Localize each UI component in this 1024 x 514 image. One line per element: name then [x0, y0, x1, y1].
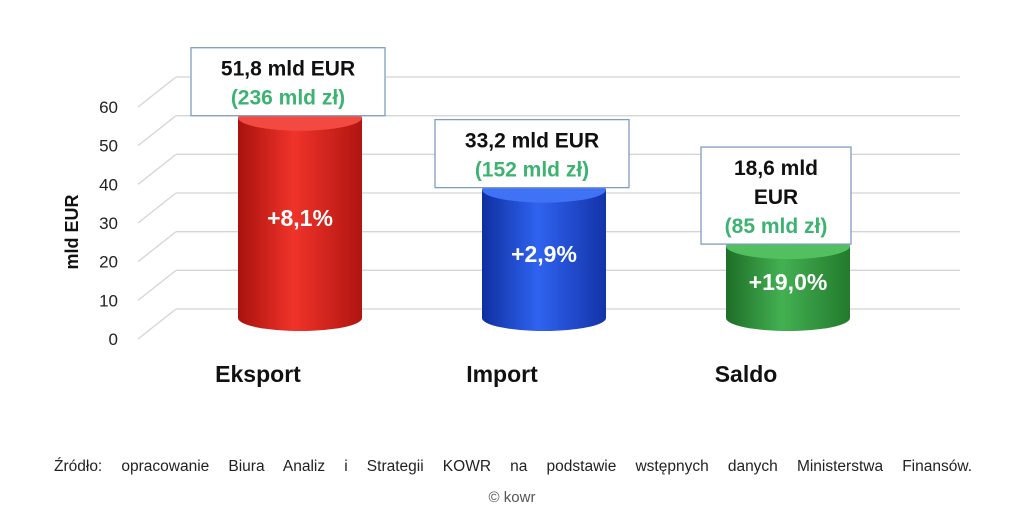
y-axis-label: mld EUR — [62, 194, 82, 269]
callouts: 51,8 mld EUR (236 mld zł) 33,2 mld EUR (152… — [190, 47, 852, 245]
y-axis-ticks: 0 10 20 30 40 50 60 — [99, 98, 118, 349]
gridline — [137, 115, 177, 147]
gridline — [137, 231, 177, 263]
y-tick-label: 20 — [99, 253, 118, 272]
category-label: Eksport — [215, 361, 301, 387]
callout-box — [190, 47, 386, 117]
value-callout: 18,6 mld EUR (85 mld zł) — [700, 146, 852, 245]
value-callout: 51,8 mld EUR (236 mld zł) — [190, 47, 386, 117]
copyright-credit: © kowr — [488, 489, 536, 506]
callout-box — [434, 118, 630, 189]
category-labels: Eksport Import Saldo — [215, 361, 777, 387]
bar-change-label: +2,9% — [511, 241, 577, 267]
y-tick-label: 10 — [99, 291, 118, 310]
bar: +8,1% — [238, 104, 362, 331]
y-tick-label: 30 — [99, 214, 118, 233]
gridline — [137, 308, 177, 340]
bar-body — [238, 117, 362, 331]
category-label: Import — [466, 361, 538, 387]
bar-change-label: +8,1% — [267, 205, 333, 231]
category-label: Saldo — [715, 361, 778, 387]
bar-change-label: +19,0% — [749, 269, 828, 295]
y-tick-label: 40 — [99, 175, 118, 194]
source-note: Źródło: opracowanie Biura Analiz i Strat… — [54, 458, 972, 475]
callout-box — [700, 146, 852, 245]
callout-eur: 51,8 mld EUR — [221, 58, 355, 81]
callout-pln: (152 mld zł) — [475, 159, 589, 182]
y-tick-label: 50 — [99, 137, 118, 156]
gridline — [137, 269, 177, 301]
callout-eur: EUR — [754, 186, 798, 209]
callout-pln: (236 mld zł) — [231, 87, 345, 110]
bar: +19,0% — [726, 233, 850, 331]
bar-body — [726, 246, 850, 331]
callout-pln: (85 mld zł) — [725, 215, 828, 238]
callout-eur: 18,6 mld — [734, 157, 818, 180]
y-tick-label: 0 — [109, 330, 118, 349]
gridline — [137, 76, 177, 108]
y-tick-label: 60 — [99, 98, 118, 117]
bar: +2,9% — [482, 176, 606, 331]
gridline — [137, 153, 177, 185]
bar-body — [482, 189, 606, 331]
value-callout: 33,2 mld EUR (152 mld zł) — [434, 118, 630, 189]
callout-eur: 33,2 mld EUR — [465, 130, 599, 153]
gridline — [137, 192, 177, 224]
